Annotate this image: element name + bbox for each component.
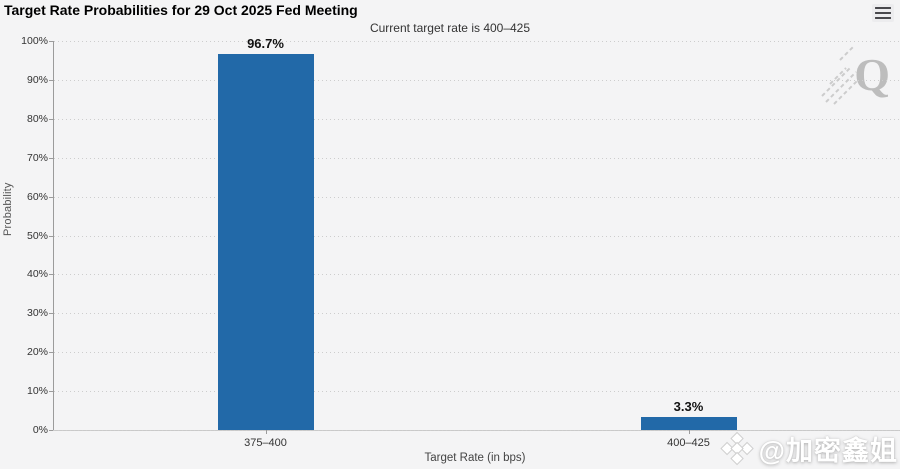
hamburger-menu-icon[interactable] [872, 4, 894, 22]
q-logo-hatch-lines [821, 45, 861, 105]
gridline [54, 235, 900, 237]
y-tick-label: 0% [32, 424, 48, 436]
chart-subtitle: Current target rate is 400–425 [369, 21, 531, 35]
y-axis-tick [49, 313, 53, 315]
y-tick-label: 60% [26, 190, 48, 203]
social-watermark: @加密鑫姐 [719, 429, 898, 468]
gridline [54, 41, 900, 42]
plot-area: 0% 10% 20% 30% 40% 50% 60% 70% 80% 90% 100% 96.7% 37… [21, 35, 900, 449]
gridline [54, 274, 900, 276]
gridline [54, 430, 900, 431]
menu-bar [875, 11, 891, 15]
x-axis-title: Target Rate (in bps) [424, 452, 526, 464]
gridline [54, 118, 900, 120]
chart-title: Target Rate Probabilities for 29 Oct 202… [4, 2, 358, 18]
y-tick-label: 20% [26, 346, 48, 359]
gridline [54, 79, 900, 81]
y-axis-tick [49, 41, 53, 42]
x-axis-tick [688, 430, 690, 434]
y-tick-label: 40% [26, 268, 48, 281]
menu-bar [875, 6, 891, 10]
binance-diamond-icon [720, 431, 754, 465]
y-axis-tick [49, 79, 53, 81]
probability-bar[interactable] [640, 417, 737, 430]
gridline [54, 391, 900, 393]
y-tick-label: 30% [26, 307, 48, 320]
y-tick-label: 70% [26, 151, 48, 164]
y-tick-label: 90% [26, 73, 48, 86]
q-letter: Q [854, 49, 890, 100]
gridline [54, 157, 900, 159]
probability-bar[interactable] [217, 53, 314, 430]
gridline [54, 196, 900, 198]
x-axis-tick [265, 430, 267, 434]
gridline [54, 313, 900, 315]
y-axis-tick [49, 196, 53, 198]
y-axis-tick [49, 157, 53, 159]
bar-value-label: 96.7% [247, 35, 284, 51]
q-logo-watermark: Q [820, 44, 892, 106]
y-tick-label: 10% [26, 385, 48, 398]
y-tick-label: 80% [26, 112, 48, 125]
y-axis-tick [49, 235, 53, 237]
menu-bar [875, 16, 891, 20]
x-category-label: 375–400 [244, 437, 287, 449]
y-axis-tick [49, 352, 53, 354]
y-axis-tick [49, 391, 53, 393]
watermark-handle-text: @加密鑫姐 [758, 436, 898, 466]
y-axis-title: Probability [2, 182, 14, 236]
bar-value-label: 3.3% [673, 399, 704, 415]
x-category-label: 400–425 [667, 437, 710, 449]
y-axis-tick [49, 430, 53, 431]
y-axis-line [53, 41, 54, 430]
y-tick-label: 100% [21, 35, 48, 47]
y-tick-label: 50% [26, 229, 48, 242]
gridline [54, 352, 900, 354]
y-axis-tick [49, 274, 53, 276]
y-axis-tick [49, 118, 53, 120]
